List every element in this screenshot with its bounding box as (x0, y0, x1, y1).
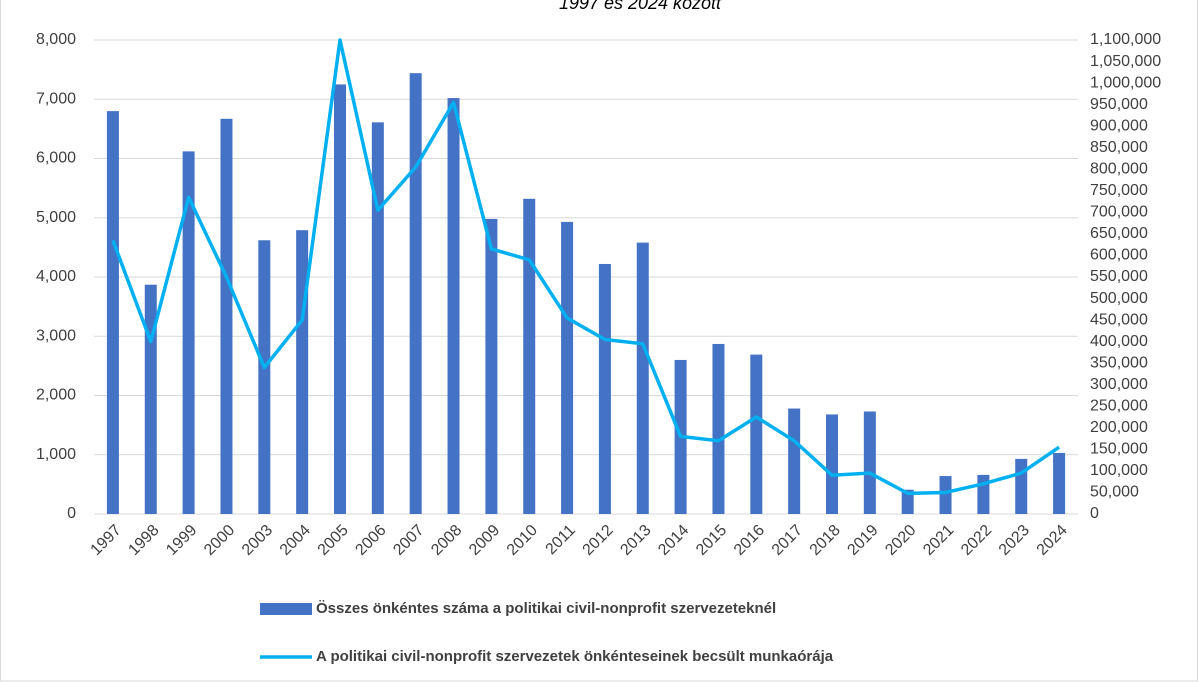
y2-tick-label: 450,000 (1090, 311, 1148, 328)
y2-tick-label: 850,000 (1090, 139, 1148, 156)
y2-tick-label: 500,000 (1090, 290, 1148, 307)
y-tick-label: 6,000 (36, 150, 76, 167)
y2-tick-label: 150,000 (1090, 441, 1148, 458)
bar (258, 240, 271, 514)
y-tick-label: 4,000 (36, 268, 76, 285)
bar (334, 84, 346, 514)
y2-tick-label: 600,000 (1090, 247, 1148, 264)
y-tick-label: 8,000 (36, 31, 76, 48)
y2-tick-label: 400,000 (1090, 333, 1148, 350)
bar (485, 218, 498, 514)
y2-tick-label: 1,100,000 (1090, 31, 1161, 48)
bar (144, 284, 157, 514)
y2-tick-label: 700,000 (1090, 204, 1148, 221)
bar (447, 98, 460, 514)
bar (182, 151, 195, 514)
bar (712, 343, 725, 514)
bar (598, 263, 611, 514)
bar (523, 198, 536, 515)
legend-label: A politikai civil-nonprofit szervezetek … (316, 648, 834, 665)
y2-tick-label: 550,000 (1090, 268, 1148, 285)
chart-title: 1997 és 2024 között (559, 0, 722, 13)
bar (636, 242, 649, 514)
y2-tick-label: 200,000 (1090, 419, 1148, 436)
y2-tick-label: 950,000 (1090, 96, 1148, 113)
bar (1015, 458, 1028, 514)
y2-tick-label: 1,000,000 (1090, 74, 1161, 91)
y-tick-label: 1,000 (36, 446, 76, 463)
y2-tick-label: 750,000 (1090, 182, 1148, 199)
bar (939, 476, 952, 514)
y-tick-label: 0 (67, 505, 76, 522)
bar (296, 230, 309, 514)
bar (371, 122, 384, 515)
y2-tick-label: 250,000 (1090, 397, 1148, 414)
line (111, 38, 1061, 496)
y2-tick-label: 300,000 (1090, 376, 1148, 393)
bar (826, 414, 838, 514)
bar (977, 474, 990, 514)
y2-tick-label: 900,000 (1090, 117, 1148, 134)
y2-tick-label: 800,000 (1090, 160, 1148, 177)
y2-tick-label: 1,050,000 (1090, 53, 1161, 70)
y2-tick-label: 650,000 (1090, 225, 1148, 242)
legend-swatch (260, 603, 312, 615)
legend-label: Összes önkéntes száma a politikai civil-… (316, 600, 776, 617)
bar (788, 408, 801, 514)
bar (863, 411, 876, 514)
y-tick-label: 2,000 (36, 387, 76, 404)
y2-tick-label: 0 (1090, 505, 1099, 522)
bar (750, 354, 763, 514)
y-tick-label: 5,000 (36, 209, 76, 226)
y2-tick-label: 100,000 (1090, 462, 1148, 479)
bar (220, 118, 233, 515)
bar (409, 73, 422, 515)
y-tick-label: 7,000 (36, 90, 76, 107)
bar (106, 111, 119, 514)
bar (901, 489, 914, 514)
bar (1053, 452, 1066, 514)
y-tick-label: 3,000 (36, 327, 76, 344)
y2-tick-label: 50,000 (1090, 484, 1139, 501)
bar (561, 221, 574, 514)
y2-tick-label: 350,000 (1090, 354, 1148, 371)
